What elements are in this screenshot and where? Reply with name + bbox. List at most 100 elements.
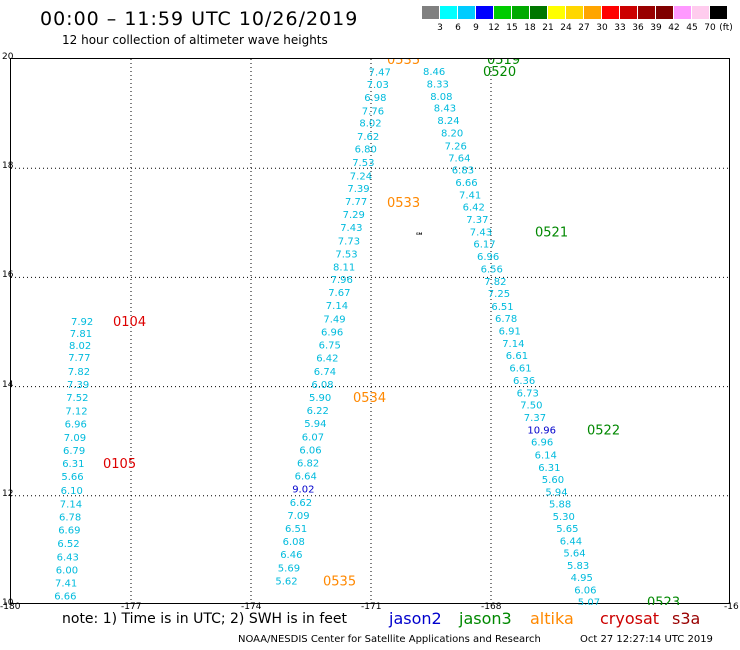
page-title: 00:00 – 11:59 UTC 10/26/2019 xyxy=(40,8,359,30)
legend-swatch xyxy=(674,6,691,19)
y-tick-label: 20 xyxy=(2,52,14,62)
wave-height-value: 6.96 xyxy=(531,438,553,449)
wave-height-value: 6.51 xyxy=(285,524,307,535)
page-subtitle: 12 hour collection of altimeter wave hei… xyxy=(62,33,328,47)
wave-height-value: 7.37 xyxy=(466,215,488,226)
wave-height-value: 5.30 xyxy=(553,512,575,523)
wave-height-value: 8.46 xyxy=(423,67,445,78)
wave-height-value: 10.96 xyxy=(527,426,556,437)
wave-height-value: 7.52 xyxy=(66,393,88,404)
legend-label: 3 xyxy=(437,23,443,33)
wave-height-value: 7.41 xyxy=(459,190,481,201)
wave-height-value: 7.29 xyxy=(343,210,365,221)
wave-height-value: 6.14 xyxy=(535,450,557,461)
legend-label: 70 xyxy=(704,23,716,33)
wave-height-value: 5.94 xyxy=(545,487,567,498)
map-svg[interactable]: 7.927.818.027.777.827.397.527.126.967.09… xyxy=(11,59,731,605)
pass-time-label: 0522 xyxy=(587,424,620,439)
pass-time-label: 0534 xyxy=(353,391,386,406)
wave-height-value: 5.83 xyxy=(567,561,589,572)
wave-height-value: 6.17 xyxy=(473,240,495,251)
map-plot-area[interactable]: 7.92 7.81 8.02 7.77 7.82 7.39 7.52 7.12 6.96 7.09… xyxy=(10,58,731,605)
pass-time-label: 0520 xyxy=(483,65,516,80)
wave-height-value: 6.06 xyxy=(299,445,321,456)
wave-height-value: 6.22 xyxy=(307,406,329,417)
wave-height-value: 7.73 xyxy=(338,236,360,247)
wave-height-value: 7.77 xyxy=(345,197,367,208)
wave-height-value: 7.64 xyxy=(448,153,470,164)
wave-height-value: 6.31 xyxy=(538,463,560,474)
wave-height-value: 6.52 xyxy=(57,539,79,550)
x-tick-label: -16 xyxy=(724,602,739,612)
x-tick-label: -180 xyxy=(0,602,21,612)
wave-height-value: 8.43 xyxy=(434,104,456,115)
pass-time-label: 0533 xyxy=(387,196,420,211)
wave-height-value: 6.31 xyxy=(62,459,84,470)
wave-height-value: 6.08 xyxy=(283,537,305,548)
legend-label: 30 xyxy=(596,23,608,33)
satellite-label-jason3: jason3 xyxy=(459,609,512,628)
wave-height-value: 6.07 xyxy=(302,432,324,443)
satellite-label-s3a: s3a xyxy=(672,609,701,628)
pass-time-label: 0105 xyxy=(103,457,136,472)
wave-height-value: 7.03 xyxy=(367,80,389,91)
wave-height-value: 6.79 xyxy=(63,446,85,457)
wave-height-value: 7.81 xyxy=(70,329,92,340)
wave-height-value: 6.66 xyxy=(54,592,76,603)
y-tick-label: 10 xyxy=(2,598,14,608)
x-tick-label: -177 xyxy=(121,602,142,612)
pass-time-label: 0535 xyxy=(387,59,420,68)
satellite-label-cryosat: cryosat xyxy=(600,609,660,628)
wave-height-value: 6.44 xyxy=(560,537,582,548)
wave-height-value: 5.60 xyxy=(542,475,564,486)
wave-height-value: 6.06 xyxy=(574,586,596,597)
footer-timestamp: Oct 27 12:27:14 UTC 2019 xyxy=(580,634,713,645)
legend-label: 24 xyxy=(560,23,572,33)
wave-height-value: 7.25 xyxy=(488,289,510,300)
pass-time-label: 0523 xyxy=(647,596,680,605)
wave-height-value: 5.66 xyxy=(61,472,83,483)
footer-note: note: 1) Time is in UTC; 2) SWH is in fe… xyxy=(62,611,348,627)
wave-height-value: 6.78 xyxy=(59,513,81,524)
pass-time-label: 0104 xyxy=(113,315,146,330)
y-tick-label: 14 xyxy=(2,379,14,390)
wave-height-value: 7.92 xyxy=(71,317,93,328)
wave-height-value: 6.69 xyxy=(58,526,80,537)
wave-height-value: 8.08 xyxy=(430,92,452,103)
station-symbol: ℠ xyxy=(415,232,424,242)
legend-label: 39 xyxy=(650,23,662,33)
legend-label: 33 xyxy=(614,23,626,33)
wave-height-value: 6.46 xyxy=(280,550,302,561)
pass-time-label: 0535 xyxy=(323,574,356,589)
wave-height-value: 7.62 xyxy=(357,132,379,143)
legend-swatch xyxy=(602,6,619,19)
legend-swatch xyxy=(710,6,727,19)
wave-height-value: 7.14 xyxy=(60,499,82,510)
wave-height-value: 7.12 xyxy=(65,407,87,418)
wave-height-value: 6.51 xyxy=(491,302,513,313)
wave-height-value: 8.02 xyxy=(359,118,381,129)
wave-height-value: 7.09 xyxy=(287,511,309,522)
wave-height-value: 6.98 xyxy=(364,93,386,104)
wave-height-value: 5.64 xyxy=(563,549,585,560)
wave-height-value: 8.24 xyxy=(437,116,459,127)
legend-unit: (ft) xyxy=(719,23,733,33)
wave-height-value: 7.14 xyxy=(502,339,524,350)
wave-height-value: 4.95 xyxy=(571,573,593,584)
wave-height-value: 6.96 xyxy=(477,252,499,263)
legend-label: 6 xyxy=(455,23,461,33)
wave-height-value: 5.88 xyxy=(549,499,571,510)
wave-height-value: 6.75 xyxy=(319,341,341,352)
x-tick-label: -171 xyxy=(361,602,382,612)
wave-height-value: 7.53 xyxy=(352,158,374,169)
legend-label: 42 xyxy=(668,23,680,33)
wave-height-value: 5.69 xyxy=(278,563,300,574)
wave-height-value: 5.90 xyxy=(309,393,331,404)
legend-label: 45 xyxy=(686,23,698,33)
wave-height-value: 6.61 xyxy=(506,351,528,362)
wave-height-value: 5.62 xyxy=(275,576,297,587)
wave-height-value: 6.36 xyxy=(513,376,535,387)
wave-height-value: 6.78 xyxy=(495,314,517,325)
wave-height-value: 6.00 xyxy=(56,566,78,577)
satellite-label-altika: altika xyxy=(530,609,574,628)
